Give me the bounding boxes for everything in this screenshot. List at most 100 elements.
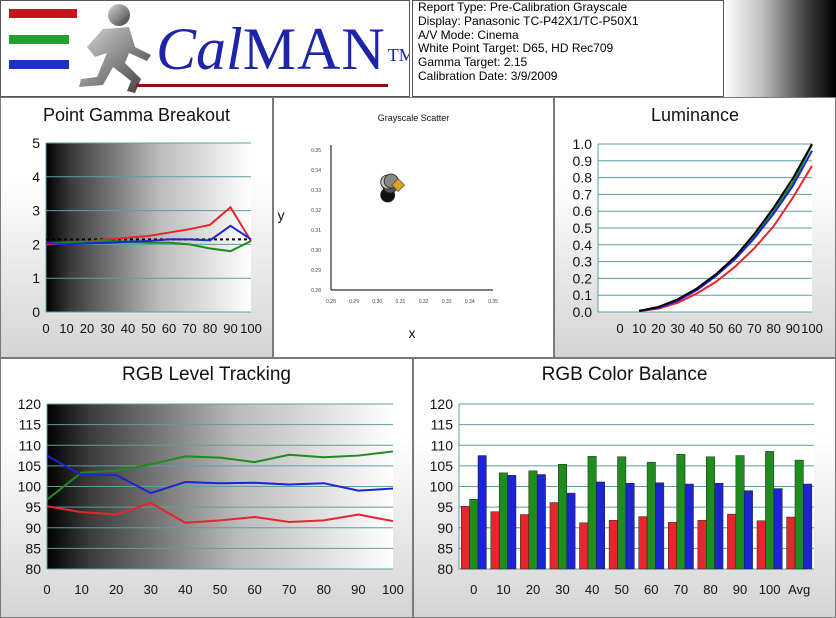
y-tick-label: 105 (18, 458, 42, 474)
bar-green (498, 472, 508, 570)
bar-green (528, 470, 538, 570)
x-tick-label: 30 (144, 582, 158, 597)
bar-blue (714, 482, 724, 570)
y-tick-label: 105 (430, 458, 454, 474)
y-tick-label: 85 (25, 540, 41, 556)
x-tick-label: 70 (182, 321, 196, 336)
y-tick-label: 0.4 (573, 237, 593, 253)
bar-blue (684, 483, 694, 570)
y-tick-label: 2 (32, 236, 40, 252)
y-tick-label: 0.7 (573, 186, 593, 202)
x-tick-label: 70 (747, 321, 761, 336)
y-tick-label: 0.35 (311, 148, 321, 154)
bar-red (460, 506, 470, 570)
calman-logo: CalMANTM (0, 0, 410, 97)
y-tick-label: 95 (25, 499, 41, 515)
gamma-title: Point Gamma Breakout (42, 105, 231, 125)
tracking-panel: RGB Level Tracking 80 85 90 95 100 105 110 115 1… (0, 358, 413, 618)
report-line: Display: Panasonic TC-P42X1/TC-P50X1 (418, 13, 639, 28)
y-tick-label: 0.30 (311, 248, 321, 254)
y-tick-label: 0.32 (311, 208, 321, 214)
x-tick-label: 60 (644, 582, 658, 597)
bar-red (490, 511, 500, 570)
y-tick-label: 90 (25, 520, 41, 536)
x-tick-label: 0.31 (396, 299, 406, 305)
x-tick-label: 80 (703, 582, 717, 597)
y-tick-label: 120 (18, 396, 42, 412)
x-tick-label: 10 (74, 582, 88, 597)
bar-blue (803, 483, 813, 570)
x-tick-label: 0.32 (419, 299, 429, 305)
bar-red (549, 502, 559, 570)
y-tick-label: 5 (32, 135, 40, 151)
x-tick-label: 0.33 (442, 299, 452, 305)
x-tick-label: Avg (788, 582, 810, 597)
y-tick-label: 1.0 (573, 136, 593, 152)
tracking-title: RGB Level Tracking (122, 364, 291, 385)
y-tick-label: 0.6 (573, 203, 593, 219)
series-line-blue (45, 224, 252, 246)
x-tick-label: 40 (121, 321, 135, 336)
x-tick-label: 100 (240, 321, 262, 336)
x-tick-label: 30 (100, 321, 114, 336)
bar-red (520, 514, 530, 570)
stripe-red (9, 9, 77, 18)
report-lines: Report Type: Pre-Calibration Grayscale Di… (418, 1, 639, 84)
y-tick-label: 0.0 (573, 304, 593, 320)
y-tick-label: 0 (32, 304, 40, 320)
y-tick-label: 0.2 (573, 270, 593, 286)
x-tick-label: 30 (670, 321, 684, 336)
x-tick-label: 20 (651, 321, 665, 336)
bar-red (668, 522, 677, 570)
x-tick-label: 0.28 (326, 299, 336, 305)
bar-blue (536, 474, 546, 570)
bar-green (765, 451, 775, 570)
y-tick-label: 1 (32, 270, 40, 286)
scatter-chart: 0.28 0.29 0.30 0.31 0.32 0.33 0.34 0.35 0.28 0.29… (278, 145, 498, 341)
report-info: Report Type: Pre-Calibration Grayscale Di… (412, 0, 724, 97)
x-tick-label: 70 (674, 582, 688, 597)
bar-red (727, 513, 737, 570)
y-tick-label: 0.5 (573, 220, 593, 236)
bar-blue (477, 455, 487, 570)
balance-panel: RGB Color Balance 80 85 90 95 100 105 110 115 12… (413, 358, 836, 618)
series-line-red (639, 165, 813, 313)
y-tick-label: 0.31 (311, 228, 321, 234)
plot-area (46, 143, 251, 312)
x-tick-label: 50 (614, 582, 628, 597)
x-tick-label: 90 (733, 582, 747, 597)
x-tick-label: 100 (382, 582, 404, 597)
y-tick-label: 80 (437, 561, 453, 577)
x-tick-label: 60 (247, 582, 261, 597)
y-tick-label: 110 (19, 437, 42, 453)
x-tick-label: 10 (632, 321, 646, 336)
bar-green (735, 455, 745, 570)
report-line: Gamma Target: 2.15 (418, 55, 528, 70)
x-tick-label: 0 (43, 582, 50, 597)
brand-prefix: Cal (156, 16, 243, 82)
bar-green (587, 456, 597, 570)
scatter-title: Grayscale Scatter (377, 113, 450, 123)
x-tick-label: 0 (42, 321, 49, 336)
header-gradient (724, 0, 836, 97)
y-tick-label: 115 (431, 417, 454, 433)
bar-red (756, 520, 766, 570)
y-tick-label: 100 (430, 479, 454, 495)
x-tick-label: 100 (759, 582, 781, 597)
report-line: White Point Target: D65, HD Rec709 (418, 41, 614, 56)
running-man-icon (79, 4, 151, 93)
y-tick-label: 0.28 (311, 288, 321, 294)
luminance-chart: 0.00.10.20.30.40.50.60.70.80.91.0 0 10 20 30… (573, 136, 823, 336)
series-line-blue (639, 150, 813, 312)
y-tick-label: 0.9 (573, 153, 593, 169)
bar-green (617, 456, 627, 570)
x-tick-label: 0.35 (488, 299, 498, 305)
x-tick-label: 80 (203, 321, 217, 336)
series-line-green (46, 240, 252, 253)
x-tick-label: 20 (526, 582, 540, 597)
y-tick-label: 0.34 (311, 168, 321, 174)
y-tick-label: 4 (32, 169, 40, 185)
series-line-blue (46, 454, 394, 495)
x-tick-label: 90 (786, 321, 800, 336)
